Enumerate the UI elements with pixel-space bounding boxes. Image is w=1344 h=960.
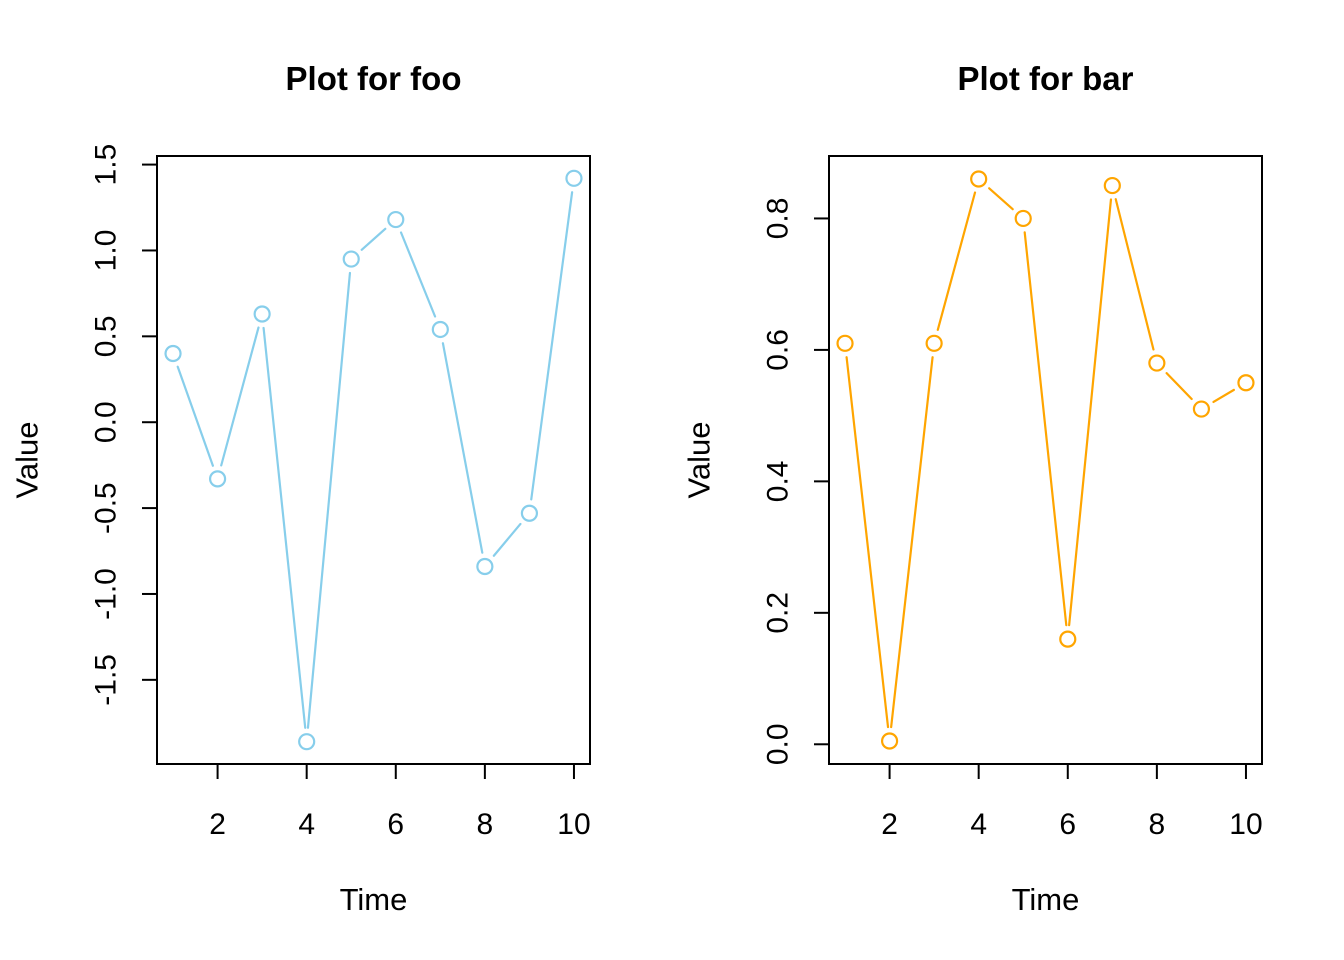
data-point <box>880 732 899 750</box>
series-segment <box>306 271 352 729</box>
y-tick-label: -0.5 <box>90 482 123 534</box>
y-tick-label: -1.5 <box>90 654 123 706</box>
y-tick-label: 0.6 <box>762 329 795 371</box>
data-point <box>520 504 539 522</box>
plot-box <box>156 155 591 765</box>
y-axis-label: Value <box>10 422 45 499</box>
data-point <box>565 169 583 187</box>
y-tick-label: -1.0 <box>90 568 123 620</box>
data-point <box>1148 354 1166 372</box>
x-tick-label: 2 <box>881 808 898 841</box>
bar-plot-panel: 2 4 6 8 10 0.0 0.2 0.4 0.6 0.8 Plot for bar Time Val… <box>672 0 1344 960</box>
data-point <box>208 470 227 488</box>
plot-title: Plot for foo <box>286 60 462 97</box>
y-tick-label: 0.5 <box>90 315 123 357</box>
foo-plot-svg: 2 4 6 8 10 -1.5 -1.0 -0.5 0.0 0.5 1.0 1.5 Plot for f… <box>10 60 591 917</box>
data-point <box>164 344 182 363</box>
x-tick-label: 10 <box>1229 808 1262 841</box>
x-tick-label: 6 <box>1059 808 1076 841</box>
bar-plot-svg: 2 4 6 8 10 0.0 0.2 0.4 0.6 0.8 Plot for bar Time Val… <box>682 60 1263 917</box>
x-axis-label: Time <box>340 882 408 917</box>
data-point <box>431 320 449 339</box>
x-tick-label: 4 <box>970 808 987 841</box>
data-point <box>476 557 494 576</box>
y-tick-label: 0.0 <box>90 401 123 443</box>
data-point <box>1059 630 1077 648</box>
series-segment <box>399 231 437 318</box>
series-segment <box>176 365 214 467</box>
foo-plot-panel: 2 4 6 8 10 -1.5 -1.0 -0.5 0.0 0.5 1.0 1.5 Plot for f… <box>10 60 591 917</box>
x-tick-label: 10 <box>557 808 590 841</box>
series-segment <box>1212 388 1236 404</box>
data-point <box>1014 209 1032 228</box>
series-segment <box>1023 231 1068 627</box>
series-segment <box>988 187 1014 211</box>
y-tick-label: 0.4 <box>762 461 795 503</box>
data-point <box>387 210 405 229</box>
series-segment <box>262 326 307 729</box>
data-point <box>970 170 988 188</box>
series-segment <box>936 191 977 331</box>
data-point <box>925 334 943 352</box>
x-tick-label: 8 <box>1149 808 1166 841</box>
y-axis-label: Value <box>682 422 717 499</box>
plot-title: Plot for bar <box>957 60 1133 97</box>
series-segment <box>1165 372 1193 401</box>
x-axis-label: Time <box>1012 882 1080 917</box>
data-point <box>342 250 360 268</box>
y-tick-label: 1.5 <box>90 144 123 186</box>
x-tick-label: 4 <box>298 808 315 841</box>
data-point <box>253 305 271 323</box>
series-segment <box>890 356 934 729</box>
series-segment <box>530 191 574 501</box>
y-tick-label: 0.0 <box>762 723 795 765</box>
series-segment <box>845 356 890 729</box>
y-tick-label: 0.2 <box>762 592 795 634</box>
series-segment <box>492 522 522 557</box>
x-tick-label: 8 <box>477 808 494 841</box>
y-tick-label: 1.0 <box>90 230 123 272</box>
data-point <box>836 334 854 352</box>
plot-box <box>828 155 1263 765</box>
data-point <box>1237 374 1255 392</box>
data-point <box>1192 400 1211 418</box>
x-tick-label: 2 <box>209 808 226 841</box>
series-segment <box>220 326 260 467</box>
data-point <box>298 733 316 751</box>
x-tick-label: 6 <box>387 808 404 841</box>
series-segment <box>1068 198 1113 627</box>
y-tick-label: 0.8 <box>762 198 795 240</box>
series-segment <box>1114 198 1155 351</box>
series-segment <box>441 342 484 554</box>
series-segment <box>360 227 387 251</box>
data-point <box>1103 176 1121 195</box>
